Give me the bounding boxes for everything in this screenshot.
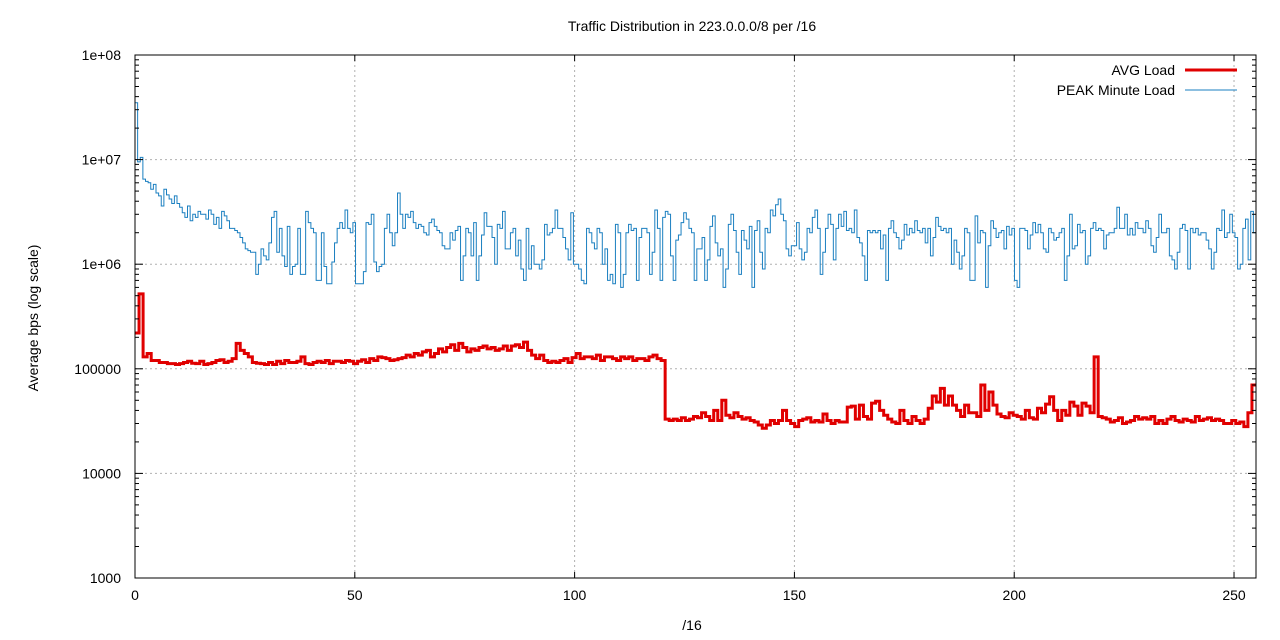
legend: AVG Load PEAK Minute Load bbox=[1057, 62, 1237, 98]
grid bbox=[135, 55, 1256, 578]
x-axis-ticks: 0 50 100 150 200 250 bbox=[131, 55, 1246, 603]
x-tick-label: 250 bbox=[1222, 587, 1246, 603]
y-tick-label: 1000 bbox=[90, 570, 121, 586]
x-axis-label: /16 bbox=[682, 617, 702, 633]
y-tick-label: 1e+06 bbox=[82, 256, 122, 272]
y-tick-label: 1e+08 bbox=[82, 47, 122, 63]
x-tick-label: 50 bbox=[347, 587, 363, 603]
y-axis-ticks: 1000 10000 100000 1e+06 1e+07 1e+08 bbox=[74, 47, 1256, 586]
series-line-avg-load bbox=[135, 292, 1256, 430]
x-tick-label: 150 bbox=[783, 587, 807, 603]
chart-title: Traffic Distribution in 223.0.0.0/8 per … bbox=[568, 18, 816, 34]
legend-label-peak-load: PEAK Minute Load bbox=[1057, 82, 1175, 98]
series-line-peak-minute-load bbox=[135, 102, 1256, 288]
series-layer bbox=[135, 102, 1256, 430]
y-tick-label: 100000 bbox=[74, 361, 121, 377]
legend-label-avg-load: AVG Load bbox=[1111, 62, 1175, 78]
plot-frame bbox=[134, 54, 1257, 579]
y-axis-label: Average bps (log scale) bbox=[25, 245, 41, 392]
y-tick-label: 1e+07 bbox=[82, 152, 122, 168]
x-tick-label: 100 bbox=[563, 587, 587, 603]
y-tick-label: 10000 bbox=[82, 465, 121, 481]
x-tick-label: 0 bbox=[131, 587, 139, 603]
x-tick-label: 200 bbox=[1003, 587, 1027, 603]
